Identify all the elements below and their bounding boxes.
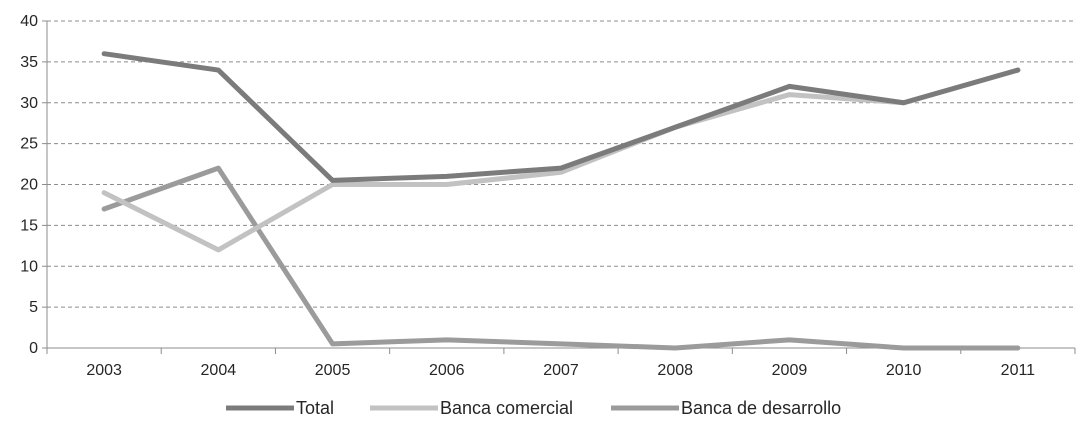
y-tick-label: 5 (29, 299, 38, 316)
x-tick-label: 2008 (657, 362, 693, 379)
x-tick-label: 2009 (772, 362, 808, 379)
x-tick-label: 2010 (886, 362, 922, 379)
x-tick-label: 2003 (86, 362, 122, 379)
y-tick-label: 40 (20, 13, 38, 30)
series-lines (101, 51, 1021, 351)
x-tick-label: 2004 (201, 362, 237, 379)
y-tick-label: 35 (20, 54, 38, 71)
y-tick-label: 25 (20, 136, 38, 153)
x-tick-label: 2011 (1001, 362, 1036, 379)
x-tick-label: 2006 (429, 362, 465, 379)
x-tick-label: 2007 (543, 362, 579, 379)
gridlines (47, 20, 1075, 308)
legend: Total Banca comercial Banca de desarrollo (226, 398, 841, 418)
legend-label: Banca de desarrollo (681, 398, 841, 418)
series-line-banca-comercial (101, 67, 1021, 253)
x-axis-ticks: 2003 2004 2005 2006 2007 2008 2009 2010 2011 (46, 348, 1076, 379)
y-tick-label: 30 (20, 95, 38, 112)
y-tick-label: 0 (29, 340, 38, 357)
y-tick-label: 10 (20, 258, 38, 275)
series-line-banca-de-desarrollo (101, 165, 1021, 351)
y-tick-label: 15 (20, 217, 38, 234)
x-tick-label: 2005 (315, 362, 351, 379)
legend-label: Banca comercial (440, 398, 573, 418)
y-axis-ticks: 0 5 10 15 20 25 30 35 40 (20, 13, 47, 357)
series-line-total (101, 51, 1021, 183)
y-tick-label: 20 (20, 177, 38, 194)
legend-label: Total (296, 398, 334, 418)
